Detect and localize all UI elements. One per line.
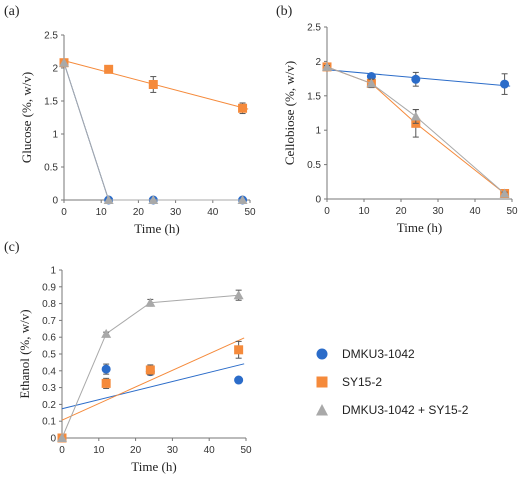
data-point <box>234 345 244 355</box>
y-tick-label: 0.3 <box>42 383 56 394</box>
x-tick-label: 20 <box>395 206 407 217</box>
x-tick-label: 30 <box>432 206 444 217</box>
trend-line <box>61 363 245 410</box>
y-tick-label: 1 <box>315 126 321 137</box>
x-axis-title: Time (h) <box>134 221 179 236</box>
x-tick-label: 40 <box>207 207 219 218</box>
series-triangle <box>59 57 248 204</box>
square-marker-icon <box>316 376 328 388</box>
panel-label-b: (b) <box>276 4 293 19</box>
legend-label: SY15-2 <box>342 375 383 389</box>
x-tick-label: 40 <box>204 445 216 456</box>
series-line <box>326 66 505 194</box>
y-axis-title: Glucose (%, w/v) <box>19 72 34 163</box>
series-line <box>61 294 239 439</box>
trend-line <box>61 337 245 421</box>
cellobiose-chart: 0 0.5 1 1.5 2 2.5 0 10 20 30 40 50 Time (h) Cellobios… <box>282 23 518 236</box>
y-tick-label: 0 <box>52 196 58 207</box>
data-point <box>104 64 114 74</box>
x-tick-label: 20 <box>133 207 145 218</box>
data-point <box>145 365 155 375</box>
panel-label-c: (c) <box>4 240 20 255</box>
x-tick-label: 30 <box>170 207 182 218</box>
y-tick-label: 2 <box>52 64 58 75</box>
y-tick-label: 1 <box>50 266 56 277</box>
data-point <box>145 297 156 307</box>
data-point <box>101 364 111 374</box>
x-tick-label: 0 <box>59 445 65 456</box>
x-axis-title: Time (h) <box>131 459 176 474</box>
data-point <box>148 80 158 89</box>
legend-item-dmku: DMKU3-1042 <box>310 346 468 362</box>
data-point <box>148 195 159 204</box>
x-tick-label: 50 <box>240 445 252 456</box>
legend-item-sy: SY15-2 <box>310 374 468 390</box>
y-tick-label: 1.5 <box>307 91 321 102</box>
y-tick-label: 0.8 <box>42 299 56 310</box>
glucose-chart: 0 0.5 1 1.5 2 2.5 0 10 20 30 40 50 Time (h) Glucose (… <box>19 31 256 237</box>
x-tick-label: 10 <box>93 445 105 456</box>
legend-item-mix: DMKU3-1042 + SY15-2 <box>310 402 468 418</box>
x-tick-label: 50 <box>244 207 256 218</box>
series-square <box>57 337 245 443</box>
y-tick-label: 0.4 <box>42 366 56 377</box>
data-point <box>322 61 332 71</box>
ethanol-chart: 00.10.20.30.40.50.60.70.80.910 10 20 30 40 50… <box>17 266 252 475</box>
x-tick-label: 0 <box>324 206 330 217</box>
series-line <box>63 62 243 201</box>
x-tick-label: 10 <box>358 206 370 217</box>
series-circle <box>57 363 245 443</box>
x-tick-label: 40 <box>469 206 481 217</box>
x-axis-title: Time (h) <box>397 220 442 235</box>
data-point <box>57 433 67 442</box>
y-tick-label: 0.5 <box>42 350 56 361</box>
y-tick-label: 1.5 <box>44 97 58 108</box>
y-tick-label: 0 <box>50 434 56 445</box>
x-tick-label: 0 <box>61 207 67 218</box>
data-point <box>101 328 112 338</box>
series-triangle <box>322 61 510 198</box>
y-tick-label: 0.7 <box>42 316 56 327</box>
y-tick-label: 0.2 <box>42 400 56 411</box>
x-tick-label: 30 <box>167 445 179 456</box>
x-tick-label: 20 <box>130 445 142 456</box>
y-axis-title: Ethanol (%, w/v) <box>17 309 32 398</box>
legend-label: DMKU3-1042 <box>342 347 415 361</box>
data-point <box>366 72 376 82</box>
panel-label-a: (a) <box>4 4 20 19</box>
x-tick-label: 50 <box>506 206 518 217</box>
legend-label: DMKU3-1042 + SY15-2 <box>342 403 469 417</box>
data-point <box>101 378 111 388</box>
series-square <box>59 58 249 115</box>
y-tick-label: 0.5 <box>44 163 58 174</box>
y-tick-label: 0.9 <box>42 282 56 293</box>
y-tick-label: 1 <box>52 130 58 141</box>
series-circle <box>322 62 511 95</box>
series-triangle <box>57 289 244 442</box>
x-tick-label: 10 <box>96 207 108 218</box>
y-tick-label: 0.1 <box>42 417 56 428</box>
circle-marker-icon <box>316 348 328 360</box>
y-axis-title: Cellobiose (%, w/v) <box>282 61 297 165</box>
data-point <box>411 74 421 84</box>
data-point <box>234 375 244 385</box>
data-point <box>366 78 377 88</box>
y-tick-label: 2.5 <box>44 31 58 42</box>
y-tick-label: 0.5 <box>307 160 321 171</box>
triangle-marker-icon <box>316 404 328 416</box>
y-tick-label: 2.5 <box>307 23 321 34</box>
data-point <box>410 111 421 121</box>
y-tick-label: 0.6 <box>42 333 56 344</box>
data-point <box>238 103 248 113</box>
data-point <box>59 57 69 67</box>
y-tick-label: 0 <box>315 195 321 206</box>
data-point <box>500 79 510 89</box>
data-point <box>237 195 248 204</box>
data-point <box>233 290 244 300</box>
data-point <box>103 195 114 204</box>
legend: DMKU3-1042 SY15-2 DMKU3-1042 + SY15-2 <box>310 346 468 430</box>
y-tick-label: 2 <box>315 57 321 68</box>
data-point <box>499 188 510 198</box>
